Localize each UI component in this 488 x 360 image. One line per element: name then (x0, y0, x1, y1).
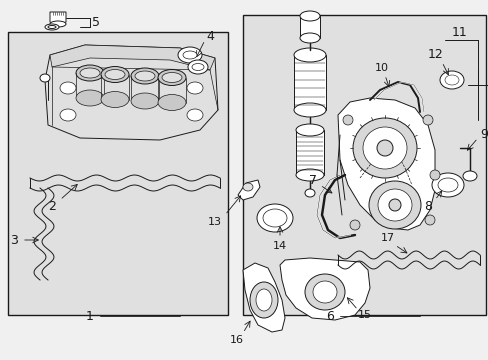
Ellipse shape (48, 26, 56, 28)
Ellipse shape (377, 189, 411, 221)
Ellipse shape (60, 82, 76, 94)
Ellipse shape (101, 67, 129, 82)
Text: 14: 14 (272, 241, 286, 251)
Ellipse shape (186, 109, 203, 121)
Ellipse shape (299, 33, 319, 43)
Ellipse shape (293, 103, 325, 117)
Text: 9: 9 (479, 127, 487, 140)
Ellipse shape (158, 69, 185, 85)
Ellipse shape (249, 282, 278, 318)
Ellipse shape (263, 209, 286, 227)
Ellipse shape (76, 65, 104, 81)
Ellipse shape (352, 118, 416, 178)
Ellipse shape (349, 220, 359, 230)
Text: 5: 5 (92, 15, 100, 28)
Ellipse shape (186, 82, 203, 94)
Text: 6: 6 (325, 310, 333, 323)
Text: 1: 1 (86, 310, 94, 323)
Ellipse shape (257, 204, 292, 232)
Ellipse shape (243, 183, 252, 191)
Text: 17: 17 (380, 233, 394, 243)
Ellipse shape (50, 21, 66, 27)
Text: 11: 11 (451, 26, 467, 39)
Text: 4: 4 (205, 30, 214, 42)
Ellipse shape (80, 68, 100, 78)
Ellipse shape (76, 90, 104, 106)
Ellipse shape (444, 75, 458, 85)
Ellipse shape (158, 94, 185, 111)
Polygon shape (337, 98, 434, 230)
Polygon shape (243, 263, 285, 332)
Polygon shape (45, 45, 218, 140)
Polygon shape (280, 258, 369, 320)
Ellipse shape (60, 109, 76, 121)
Ellipse shape (183, 51, 197, 59)
Text: 8: 8 (423, 199, 431, 212)
Ellipse shape (305, 274, 345, 310)
Ellipse shape (368, 181, 420, 229)
Ellipse shape (342, 115, 352, 125)
Ellipse shape (162, 72, 182, 82)
Ellipse shape (376, 140, 392, 156)
Text: 12: 12 (427, 49, 443, 62)
Text: 10: 10 (374, 63, 388, 73)
Text: 15: 15 (357, 310, 371, 320)
Ellipse shape (431, 173, 463, 197)
Ellipse shape (187, 60, 207, 74)
Text: 16: 16 (229, 335, 244, 345)
Ellipse shape (424, 215, 434, 225)
Bar (8, 32, 227, 315)
Ellipse shape (462, 171, 476, 181)
Ellipse shape (105, 69, 125, 80)
Ellipse shape (312, 281, 336, 303)
Ellipse shape (295, 169, 324, 181)
Polygon shape (50, 45, 215, 70)
Polygon shape (50, 12, 66, 24)
Ellipse shape (429, 170, 439, 180)
Ellipse shape (295, 124, 324, 136)
Ellipse shape (45, 24, 59, 30)
Ellipse shape (101, 91, 129, 108)
Ellipse shape (131, 93, 159, 109)
Ellipse shape (305, 189, 314, 197)
Ellipse shape (293, 48, 325, 62)
Ellipse shape (135, 71, 155, 81)
Text: 3: 3 (10, 234, 18, 247)
Ellipse shape (362, 127, 406, 169)
Bar (243, 15, 485, 315)
Ellipse shape (437, 178, 457, 192)
Ellipse shape (192, 63, 203, 71)
Bar (299, 16, 319, 38)
Text: 2: 2 (48, 199, 56, 212)
Ellipse shape (40, 74, 50, 82)
Bar (293, 55, 325, 110)
Bar (295, 130, 324, 175)
Ellipse shape (439, 71, 463, 89)
Ellipse shape (131, 68, 159, 84)
Ellipse shape (422, 115, 432, 125)
Ellipse shape (256, 289, 271, 311)
Text: 13: 13 (207, 217, 222, 227)
Ellipse shape (299, 11, 319, 21)
Ellipse shape (304, 126, 315, 134)
Ellipse shape (388, 199, 400, 211)
Text: 7: 7 (308, 174, 316, 186)
Polygon shape (238, 180, 260, 200)
Ellipse shape (178, 47, 202, 63)
